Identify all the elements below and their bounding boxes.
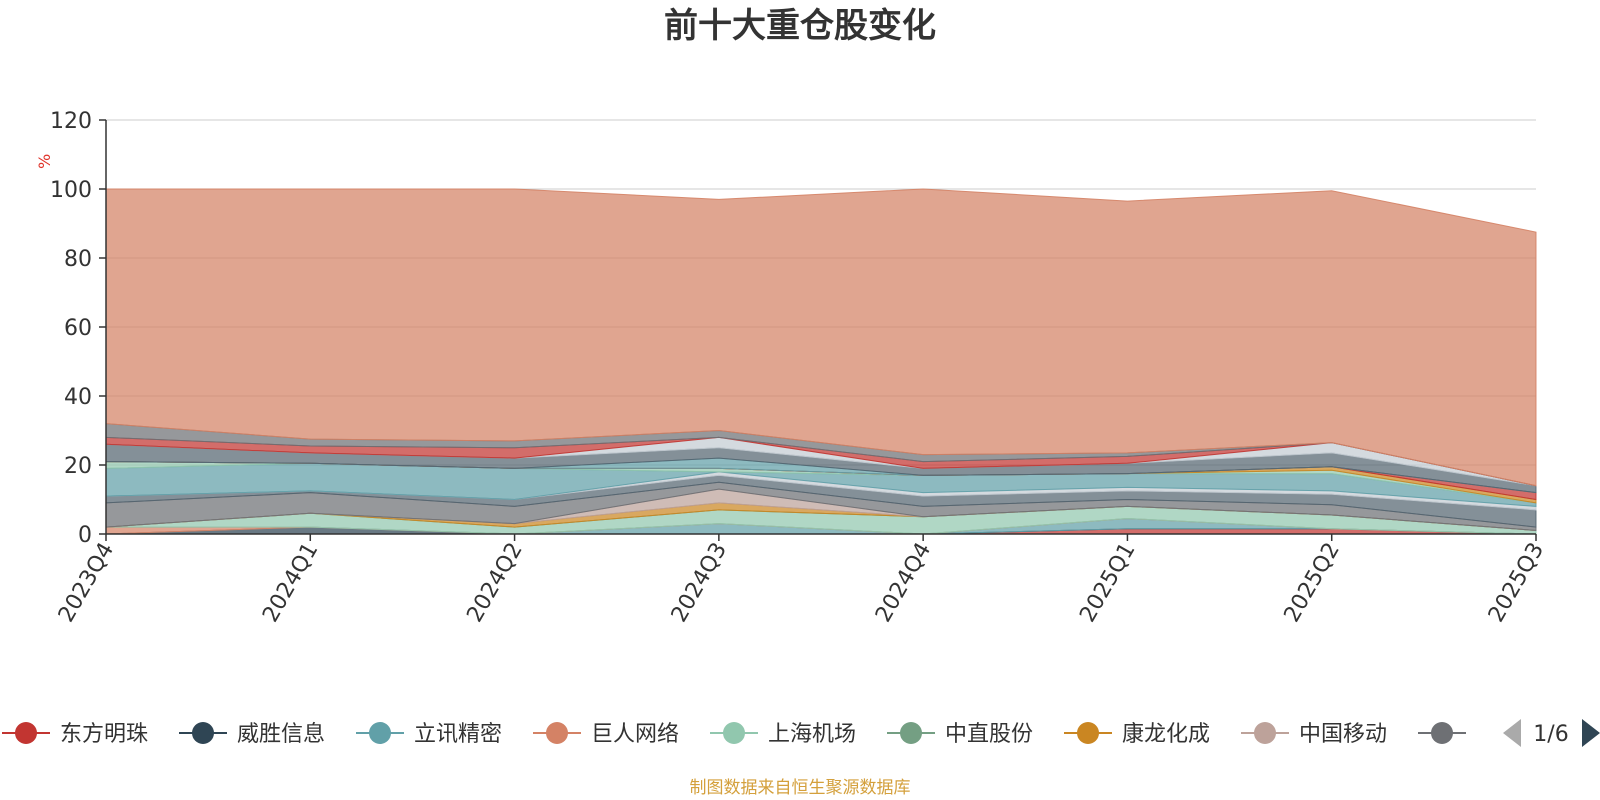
y-tick-label: 0 [78, 523, 92, 548]
legend-prev-page-icon[interactable] [1503, 719, 1521, 747]
legend-label: 威胜信息 [237, 722, 325, 747]
legend-item-东方明珠[interactable]: 东方明珠 [2, 722, 148, 747]
legend-label: 巨人网络 [591, 722, 679, 747]
legend-circle-icon [900, 722, 922, 744]
legend-label: 中国移动 [1299, 722, 1387, 747]
area-series-group [105, 188, 1537, 535]
x-tick-label: 2024Q3 [667, 539, 732, 627]
legend-item-康龙化成[interactable]: 康龙化成 [1064, 722, 1210, 747]
legend-label: 东方明珠 [60, 722, 148, 747]
legend-circle-icon [1254, 722, 1276, 744]
y-tick-label: 40 [64, 385, 92, 410]
x-tick-label: 2025Q1 [1075, 539, 1140, 627]
legend-item-truncated[interactable] [1418, 722, 1466, 744]
legend-label: 康龙化成 [1122, 722, 1210, 747]
area-series-series-21 [105, 188, 1537, 487]
legend-circle-icon [1431, 722, 1453, 744]
legend-circle-icon [723, 722, 745, 744]
legend-item-中国移动[interactable]: 中国移动 [1241, 722, 1387, 747]
legend-label: 立讯精密 [414, 722, 502, 747]
y-tick-label: 120 [50, 109, 92, 134]
legend-circle-icon [15, 722, 37, 744]
y-tick-label: 60 [64, 316, 92, 341]
legend-item-立讯精密[interactable]: 立讯精密 [356, 722, 502, 747]
legend-item-巨人网络[interactable]: 巨人网络 [533, 722, 679, 747]
legend-next-page-icon[interactable] [1582, 719, 1600, 747]
legend-circle-icon [192, 722, 214, 744]
x-tick-label: 2024Q4 [871, 539, 936, 627]
legend-item-上海机场[interactable]: 上海机场 [710, 722, 856, 747]
legend-item-威胜信息[interactable]: 威胜信息 [179, 722, 325, 747]
legend-label: 上海机场 [768, 722, 856, 747]
y-tick-label: 20 [64, 454, 92, 479]
legend: 东方明珠 威胜信息 立讯精密 巨人网络 上海机场 中直股份 康龙化成 中国移动 1/6 [2, 719, 1600, 747]
x-tick-label: 2023Q4 [54, 539, 119, 627]
legend-circle-icon [546, 722, 568, 744]
x-tick-label: 2025Q3 [1484, 539, 1549, 627]
y-tick-label: 100 [50, 178, 92, 203]
x-tick-label: 2024Q2 [462, 539, 527, 627]
chart-title: 前十大重仓股变化 [664, 6, 936, 46]
y-axis-label: % [35, 154, 54, 169]
source-note: 制图数据来自恒生聚源数据库 [689, 778, 911, 798]
y-tick-label: 80 [64, 247, 92, 272]
legend-label: 中直股份 [945, 722, 1033, 747]
x-tick-label: 2024Q1 [258, 539, 323, 627]
legend-page-indicator: 1/6 [1533, 722, 1568, 747]
x-tick-label: 2025Q2 [1280, 539, 1345, 627]
legend-circle-icon [369, 722, 391, 744]
legend-circle-icon [1077, 722, 1099, 744]
legend-item-中直股份[interactable]: 中直股份 [887, 722, 1033, 747]
